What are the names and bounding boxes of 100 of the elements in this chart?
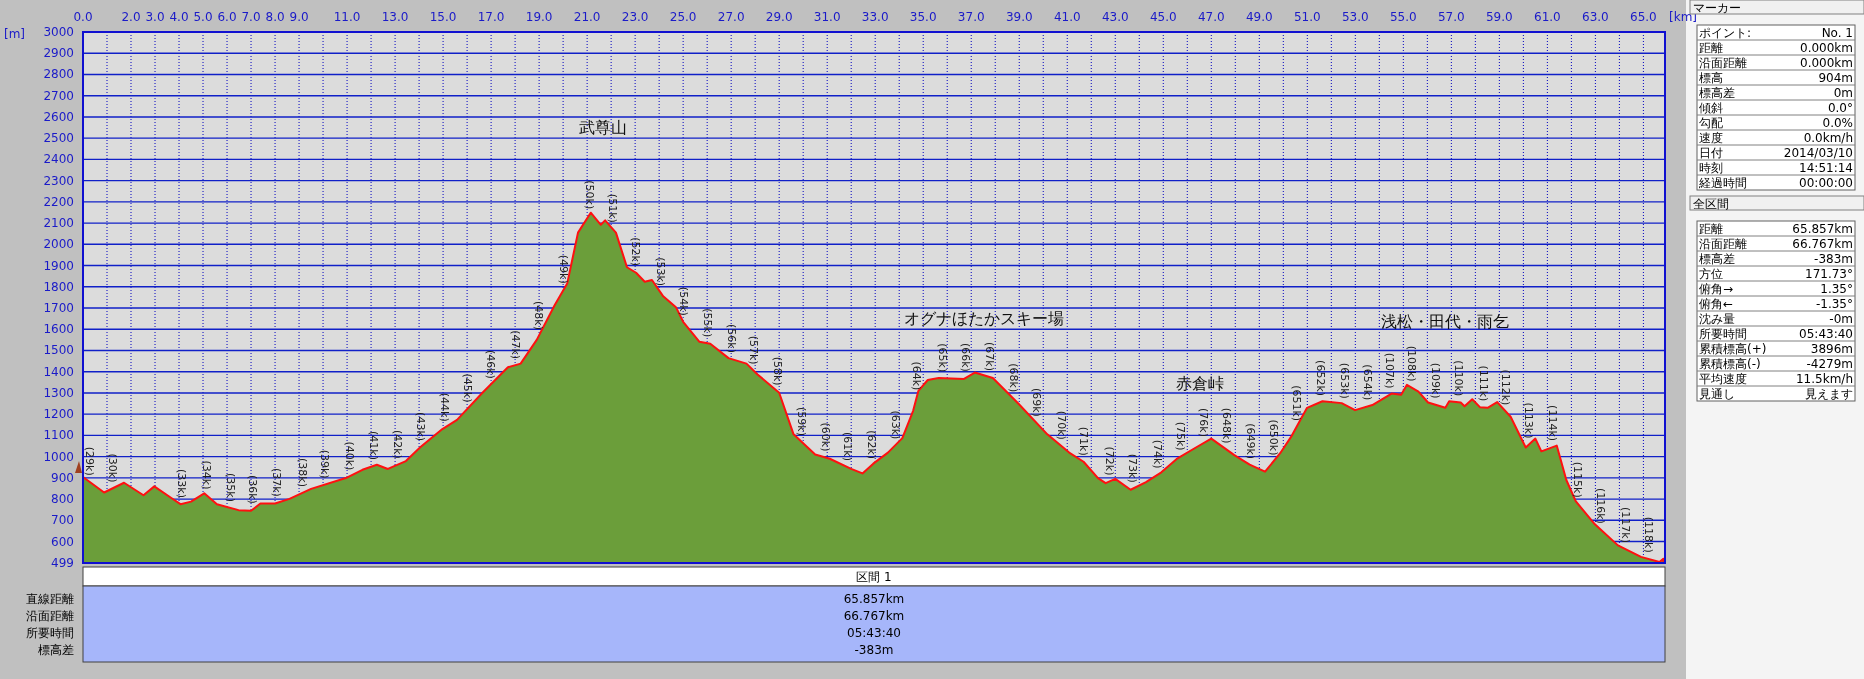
annotation: (57k) [747, 335, 761, 365]
text: 時刻 [1699, 161, 1723, 175]
annotation: (55k) [700, 308, 714, 338]
text: 沿面距離 [1699, 237, 1747, 251]
annotation: (64k) [910, 361, 924, 391]
x-tick-label: 61.0 [1534, 10, 1561, 24]
x-tick-label: 15.0 [429, 10, 457, 24]
x-tick-label: 8.0 [265, 10, 285, 24]
x-tick-label: 7.0 [241, 10, 261, 24]
text: No. 1 [1821, 26, 1853, 40]
text: -383m [854, 643, 894, 657]
annotation: (53k) [653, 257, 667, 287]
annotation: (66k) [959, 342, 973, 372]
text: 1.35° [1820, 282, 1853, 296]
text: 距離 [1699, 41, 1723, 55]
x-tick-label: 65.0 [1630, 10, 1657, 24]
y-tick-label: 2200 [43, 194, 74, 209]
y-tick-label: 900 [51, 470, 74, 485]
annotation: (46k) [483, 349, 497, 379]
x-tick-label: 63.0 [1582, 10, 1609, 24]
x-tick-label: 0.0 [73, 10, 93, 24]
annotation: (35k) [224, 473, 238, 503]
x-tick-label: 37.0 [957, 10, 985, 24]
text: 00:00:00 [1799, 176, 1853, 190]
text: 俯角→ [1699, 282, 1734, 296]
annotation: (117k) [1618, 507, 1632, 543]
text: 904m [1818, 71, 1853, 85]
x-tick-label: 17.0 [477, 10, 505, 24]
x-tick-label: 23.0 [621, 10, 649, 24]
x-tick-label: 53.0 [1341, 10, 1369, 24]
y-tick-label: 1000 [43, 449, 74, 464]
annotation: (51k) [606, 193, 620, 223]
annotation: (30k) [106, 453, 120, 483]
annotation: (36k) [245, 474, 259, 504]
y-tick-label: 3000 [43, 25, 74, 39]
annotation: (44k) [437, 392, 451, 422]
annotation: (115k) [1571, 461, 1585, 498]
annotation: (41k) [366, 431, 380, 460]
annotation: (47k) [508, 330, 522, 360]
text: 累積標高(+) [1699, 342, 1767, 356]
y-axis-title: [m] [4, 27, 26, 41]
y-tick-label: 1800 [43, 279, 74, 294]
text: 標高 [1699, 71, 1723, 85]
annotation: (653k) [1338, 362, 1352, 399]
text: 距離 [1699, 222, 1723, 236]
text: -383m [1814, 252, 1853, 266]
y-tick-label: 1300 [43, 385, 74, 400]
annotation: (56k) [724, 324, 738, 353]
x-tick-label: 29.0 [765, 10, 793, 24]
x-tick-label: 6.0 [217, 10, 237, 24]
x-tick-label: 9.0 [289, 10, 309, 24]
text: 05:43:40 [1799, 327, 1853, 341]
y-tick-label: 1200 [43, 407, 74, 422]
annotation: (651k) [1290, 385, 1304, 422]
y-tick-label: 2400 [43, 152, 74, 167]
x-tick-label: 3.0 [145, 10, 165, 24]
x-tick-label: 47.0 [1197, 10, 1225, 24]
text: 全区間 [1693, 197, 1729, 211]
annotation: (42k) [390, 429, 404, 459]
y-tick-label: 2700 [43, 88, 74, 103]
text: 速度 [1699, 131, 1723, 145]
annotation: (29k) [82, 446, 96, 476]
x-tick-label: 5.0 [193, 10, 213, 24]
y-tick-label: 2600 [43, 109, 74, 124]
annotation: (649k) [1243, 423, 1257, 460]
text: 見えます [1805, 387, 1853, 401]
annotation: (52k) [628, 237, 642, 267]
x-tick-label: 41.0 [1053, 10, 1081, 24]
annotation: (34k) [200, 460, 214, 490]
text: 0.000km [1800, 56, 1853, 70]
text: 標高差 [38, 643, 74, 657]
annotation: (73k) [1126, 453, 1140, 483]
annotation: (111k) [1476, 365, 1490, 402]
annotation: 浅松・田代・雨乞 [1381, 311, 1509, 331]
text: 2014/03/10 [1783, 146, 1853, 160]
y-tick-label: 2000 [43, 237, 74, 252]
x-tick-label: 4.0 [169, 10, 189, 24]
text: 3896m [1810, 342, 1853, 356]
annotation: (654k) [1361, 364, 1375, 401]
annotation: (114k) [1546, 405, 1560, 442]
text: 経過時間 [1698, 176, 1747, 190]
annotation: (109k) [1428, 362, 1442, 399]
x-tick-label: 13.0 [381, 10, 409, 24]
y-tick-label: 1900 [43, 258, 74, 273]
x-tick-label: 43.0 [1101, 10, 1129, 24]
text: 0m [1833, 86, 1853, 100]
annotation: (69k) [1030, 387, 1044, 417]
text: 傾斜 [1699, 101, 1723, 115]
text: 平均速度 [1699, 372, 1747, 386]
annotation: (74k) [1151, 439, 1165, 469]
annotation: (58k) [771, 356, 785, 386]
text: 05:43:40 [847, 626, 901, 640]
text: 65.857km [1792, 222, 1853, 236]
annotation: (62k) [865, 430, 879, 460]
text: 沈み量 [1699, 312, 1735, 326]
text: 171.73° [1805, 267, 1853, 281]
annotation: (50k) [582, 180, 596, 210]
y-tick-label: 2500 [43, 131, 74, 146]
text: -1.35° [1815, 297, 1853, 311]
annotation: (48k) [532, 301, 546, 331]
